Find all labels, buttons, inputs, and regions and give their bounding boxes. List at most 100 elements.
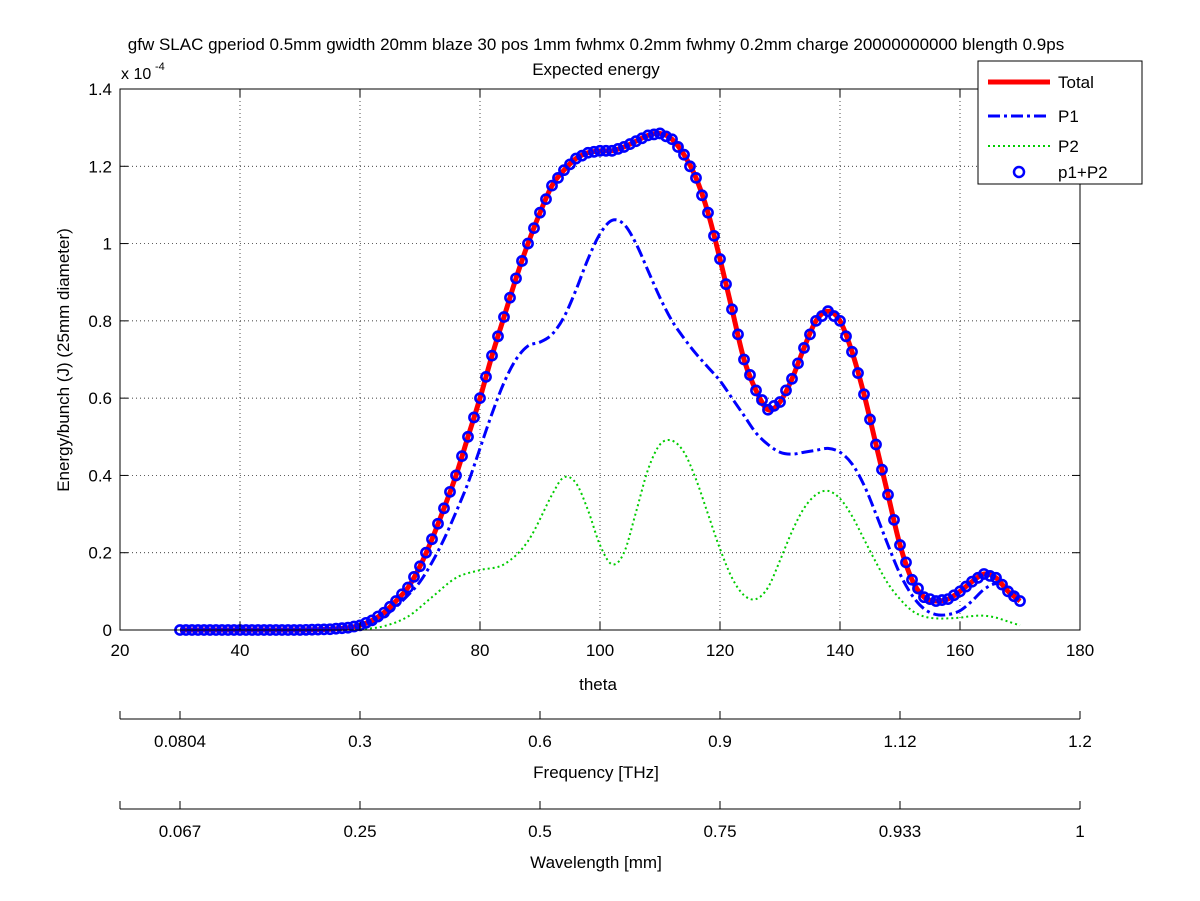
marker-p1p2	[474, 392, 486, 405]
secondary-axis-tick-label: 0.0804	[154, 732, 206, 751]
marker-p1p2	[702, 206, 714, 219]
plot-lines	[180, 130, 1022, 633]
marker-p1p2	[774, 396, 786, 408]
legend-box	[977, 60, 1143, 185]
marker-p1p2	[534, 206, 546, 219]
marker-p1p2	[498, 311, 510, 323]
marker-p1p2	[1014, 595, 1026, 607]
marker-p1p2	[714, 253, 726, 265]
marker-p1p2	[330, 622, 342, 635]
marker-p1p2	[336, 622, 348, 635]
marker-p1p2	[570, 152, 582, 165]
marker-p1p2	[804, 328, 816, 341]
marker-p1p2	[876, 463, 888, 476]
marker-p1p2	[438, 502, 450, 515]
secondary-axis-label: Wavelength [mm]	[530, 853, 662, 872]
marker-p1p2	[468, 411, 480, 424]
secondary-axis-tick-label: 0.75	[703, 822, 736, 841]
marker-p1p2	[414, 560, 426, 573]
x-tick-label: 60	[351, 641, 370, 660]
y-tick-label: 1.2	[88, 157, 112, 176]
marker-p1p2	[690, 171, 702, 184]
marker-p1p2	[936, 594, 948, 606]
marker-p1p2	[756, 394, 768, 406]
marker-p1p2	[450, 469, 462, 482]
marker-p1p2	[888, 513, 900, 526]
secondary-axis-tick-label: 0.9	[708, 732, 732, 751]
marker-p1p2	[588, 145, 600, 158]
marker-p1p2	[480, 370, 492, 383]
marker-p1p2	[906, 573, 918, 586]
marker-p1p2	[840, 330, 852, 343]
marker-p1p2	[684, 160, 696, 173]
y-exponent-power: -4	[155, 61, 165, 73]
marker-p1p2	[402, 581, 414, 594]
legend-label-p2: P2	[1058, 137, 1079, 156]
x-tick-label: 40	[231, 641, 250, 660]
marker-p1p2	[630, 135, 642, 148]
marker-p1p2	[846, 345, 858, 358]
marker-p1p2	[318, 623, 330, 636]
marker-p1p2	[678, 148, 690, 161]
secondary-axis-tick-label: 0.933	[879, 822, 922, 841]
marker-p1p2	[852, 367, 864, 379]
marker-p1p2	[600, 144, 612, 157]
x-axis-label: theta	[579, 675, 617, 694]
plot-grid	[120, 89, 1080, 630]
marker-p1p2	[990, 571, 1002, 584]
marker-p1p2	[606, 144, 618, 157]
x-tick-label: 140	[826, 641, 854, 660]
marker-p1p2	[444, 485, 456, 498]
marker-p1p2	[522, 237, 534, 250]
marker-p1p2	[792, 357, 804, 370]
marker-p1p2	[576, 149, 588, 162]
marker-p1p2	[780, 384, 792, 397]
y-tick-label: 0.8	[88, 312, 112, 331]
secondary-axis-tick-label: 1.12	[883, 732, 916, 751]
y-tick-label: 0.2	[88, 544, 112, 563]
marker-p1p2	[660, 130, 672, 143]
x-tick-label: 20	[111, 641, 130, 660]
secondary-axis-tick-label: 1	[1075, 822, 1084, 841]
secondary-axis-tick-label: 0.5	[528, 822, 552, 841]
marker-p1p2	[918, 591, 930, 604]
marker-p1p2	[996, 578, 1008, 591]
marker-p1p2	[504, 291, 516, 304]
marker-p1p2	[984, 570, 996, 582]
secondary-axis-tick-label: 0.25	[343, 822, 376, 841]
x-tick-label: 160	[946, 641, 974, 660]
marker-p1p2	[378, 606, 390, 619]
marker-p1p2	[612, 142, 624, 155]
marker-p1p2	[750, 384, 762, 397]
plot-area	[120, 89, 1080, 630]
y-exponent: x 10 -4	[121, 61, 165, 83]
marker-p1p2	[582, 146, 594, 159]
marker-p1p2	[654, 127, 666, 140]
marker-p1p2	[726, 303, 738, 316]
plot-axes	[119, 88, 1081, 631]
marker-p1p2	[708, 229, 720, 242]
y-axis-label: Energy/bunch (J) (25mm diameter)	[54, 228, 73, 492]
marker-p1p2	[924, 593, 936, 605]
marker-p1p2	[552, 171, 564, 184]
marker-p1p2	[666, 133, 678, 146]
x-tick-label: 180	[1066, 641, 1094, 660]
marker-p1p2	[408, 570, 420, 583]
marker-p1p2	[510, 272, 522, 285]
marker-p1p2	[528, 222, 540, 235]
series-line-p1	[180, 218, 1022, 632]
marker-p1p2	[930, 595, 942, 607]
legend-label-p1p2: p1+P2	[1058, 163, 1108, 182]
marker-p1p2	[900, 556, 912, 569]
marker-p1p2	[420, 546, 432, 559]
marker-p1p2	[978, 568, 990, 580]
marker-p1p2	[558, 164, 570, 177]
legend-label-total: Total	[1058, 73, 1094, 92]
marker-p1p2	[396, 588, 408, 601]
marker-p1p2	[432, 517, 444, 530]
marker-p1p2	[672, 141, 684, 153]
marker-p1p2	[390, 595, 402, 607]
marker-p1p2	[348, 620, 360, 633]
legend-swatch-p1p2	[1012, 165, 1026, 179]
marker-p1p2	[384, 600, 396, 613]
